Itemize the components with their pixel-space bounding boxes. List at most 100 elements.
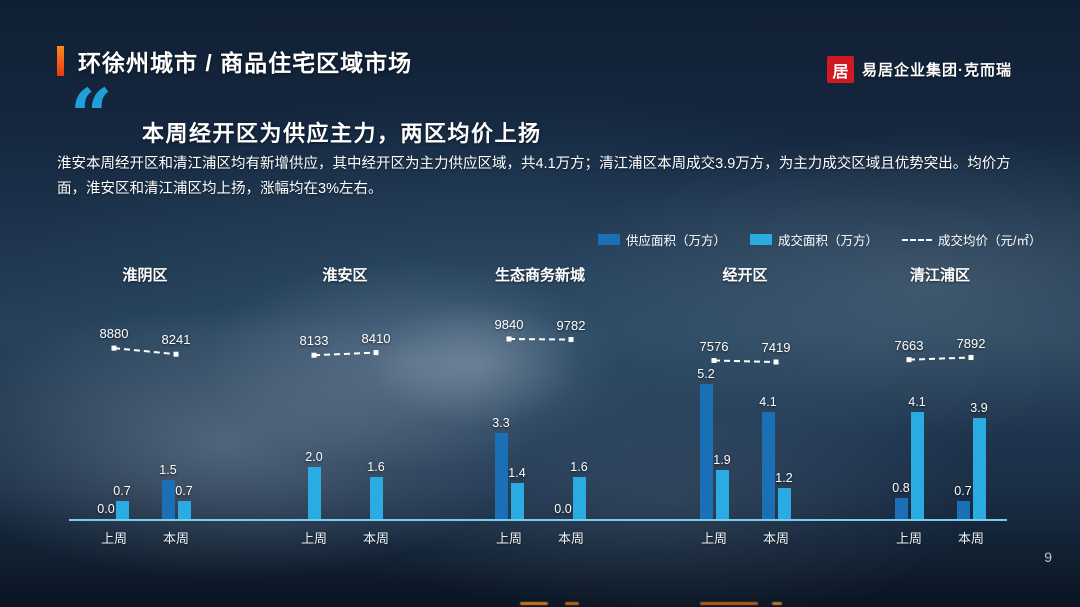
deal-bar-value: 1.2 — [775, 471, 793, 485]
price-point-marker — [173, 351, 179, 357]
region-title: 清江浦区 — [909, 267, 970, 284]
price-dash-line — [113, 347, 177, 356]
summary-paragraph: 淮安本周经开区和清江浦区均有新增供应，其中经开区为主力供应区域，共4.1万方；清… — [57, 156, 1011, 197]
deal-bar-value: 0.7 — [113, 484, 131, 498]
week-label: 上周 — [895, 531, 922, 546]
price-point-marker — [711, 358, 717, 364]
price-value: 9782 — [556, 317, 586, 333]
brand-logo: 居 易居企业集团·克而瑞 — [827, 56, 1012, 83]
supply-bar-value: 0.8 — [892, 481, 910, 495]
logo-icon: 居 — [827, 56, 854, 83]
supply-bar — [161, 480, 175, 519]
supply-bar-value: 5.2 — [697, 367, 715, 381]
city-light — [520, 602, 548, 605]
deal-bar — [307, 467, 321, 519]
page-title: 环徐州城市 / 商品住宅区域市场 — [78, 50, 413, 76]
legend-label-price: 成交均价（元/㎡） — [938, 234, 1042, 248]
supply-swatch-icon — [598, 234, 620, 245]
week-label: 本周 — [362, 531, 389, 546]
legend-label-deal: 成交面积（万方） — [778, 234, 879, 248]
supply-bar-value: 0.7 — [954, 484, 972, 498]
deal-bar — [177, 501, 191, 519]
price-point-marker — [773, 359, 779, 365]
legend-label-supply: 供应面积（万方） — [626, 234, 727, 248]
price-dash-line — [508, 338, 572, 341]
supply-bar-value: 1.5 — [159, 463, 177, 477]
price-point-marker — [568, 337, 574, 343]
header: 环徐州城市 / 商品住宅区域市场 — [57, 44, 412, 78]
price-line-svg — [111, 336, 974, 365]
week-label: 本周 — [557, 531, 584, 546]
deal-bar — [510, 483, 524, 519]
supply-bar — [761, 412, 775, 519]
week-label: 上周 — [300, 531, 327, 546]
chart-area: 淮阴区上周 0.0 0.7 本周 1.5 0.7 8880 8241 淮安区上周 2.0 本周 1.6… — [55, 252, 1015, 552]
deal-bar — [572, 477, 586, 519]
deal-bar-value: 4.1 — [908, 395, 926, 409]
price-value: 7892 — [956, 335, 986, 351]
deal-bar — [369, 477, 383, 519]
price-point-marker — [311, 352, 317, 358]
price-value: 9840 — [494, 317, 524, 332]
price-point-marker — [373, 350, 379, 356]
city-light — [772, 602, 782, 605]
price-value: 8880 — [99, 326, 129, 342]
x-axis-line — [69, 519, 1007, 521]
price-dash-line — [313, 351, 377, 357]
price-point-marker — [906, 357, 912, 363]
city-light — [700, 602, 758, 605]
week-label: 上周 — [495, 531, 522, 546]
supply-bar-value: 4.1 — [759, 395, 777, 409]
deal-bar — [115, 501, 129, 519]
deal-bar — [715, 470, 729, 519]
region-title: 经开区 — [722, 267, 768, 284]
legend-item-supply: 供应面积（万方） — [598, 230, 726, 249]
section-heading: 本周经开区为供应主力，两区均价上扬 — [142, 121, 542, 146]
supply-bar — [894, 498, 908, 519]
price-value: 7663 — [894, 337, 924, 353]
deal-bar — [910, 412, 924, 519]
deal-bar — [972, 418, 986, 519]
supply-bar — [699, 384, 713, 519]
deal-bar-value: 1.4 — [508, 466, 526, 480]
price-point-marker — [506, 336, 512, 342]
week-label: 上周 — [700, 531, 727, 546]
deal-bar-value: 2.0 — [305, 450, 323, 464]
deal-bar-value: 3.9 — [970, 401, 988, 415]
price-dash-line — [713, 359, 777, 363]
legend-item-deal: 成交面积（万方） — [750, 230, 878, 249]
week-label: 本周 — [762, 531, 789, 546]
logo-text: 易居企业集团·克而瑞 — [862, 62, 1012, 79]
price-point-marker — [111, 345, 117, 351]
page-number: 9 — [1044, 549, 1052, 565]
week-label: 本周 — [957, 531, 984, 546]
supply-bar-value: 0.0 — [554, 502, 572, 516]
week-label: 上周 — [100, 531, 127, 546]
deal-bar-value: 1.9 — [713, 453, 731, 467]
deal-bar-value: 1.6 — [367, 460, 385, 474]
price-value: 8133 — [299, 333, 329, 349]
region-title: 生态商务新城 — [494, 267, 585, 284]
city-light — [565, 602, 579, 605]
title-accent-bar — [57, 46, 64, 76]
deal-bar — [777, 488, 791, 519]
deal-bar-value: 0.7 — [175, 484, 193, 498]
deal-bar-value: 1.6 — [570, 460, 588, 474]
price-value: 7419 — [761, 340, 791, 355]
quote-icon: “ — [70, 78, 113, 134]
supply-bar — [956, 501, 970, 519]
region-title: 淮阴区 — [122, 267, 168, 284]
supply-bar-value: 0.0 — [97, 502, 115, 516]
week-label: 本周 — [162, 531, 189, 546]
price-value: 8410 — [361, 330, 391, 346]
supply-bar-value: 3.3 — [492, 416, 510, 430]
price-value: 8241 — [161, 332, 191, 348]
chart-legend: 供应面积（万方） 成交面积（万方） 成交均价（元/㎡） — [598, 230, 1042, 249]
region-title: 淮安区 — [322, 267, 368, 284]
price-dash-line — [908, 356, 972, 361]
price-value: 7576 — [699, 338, 729, 354]
price-dash-icon — [902, 238, 933, 241]
supply-bar — [494, 433, 508, 519]
city-lights — [0, 597, 1080, 607]
